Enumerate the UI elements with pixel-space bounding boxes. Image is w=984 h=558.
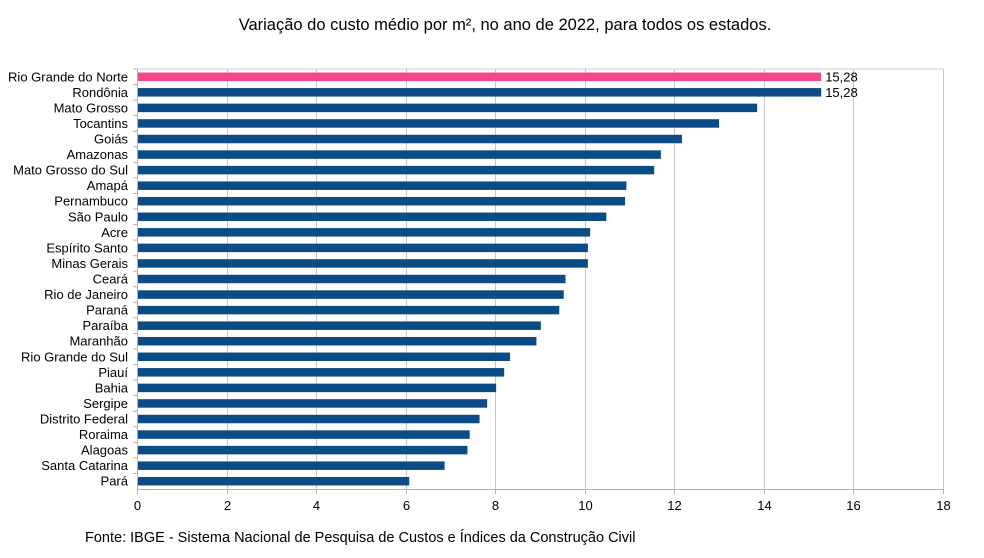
chart-source: Fonte: IBGE - Sistema Nacional de Pesqui… (85, 530, 636, 546)
x-tick-label: 18 (936, 498, 950, 513)
category-label: Sergipe (83, 396, 128, 411)
x-tick-label: 6 (403, 498, 410, 513)
bar (138, 228, 591, 237)
category-label: Paraná (86, 303, 129, 318)
bar (138, 259, 588, 268)
bar (138, 476, 410, 486)
bar (138, 336, 537, 346)
category-label: Rio de Janeiro (44, 287, 128, 302)
chart-title: Variação do custo médio por m², no ano d… (238, 16, 772, 34)
bars (138, 72, 822, 486)
category-label: Tocantins (73, 116, 128, 131)
category-label: Alagoas (81, 443, 128, 458)
category-label: Maranhão (69, 334, 128, 349)
bar (138, 290, 564, 299)
bar (138, 243, 588, 253)
category-label: São Paulo (68, 209, 128, 224)
category-label: Distrito Federal (40, 412, 128, 427)
category-label: Ceará (93, 272, 129, 287)
category-label: Espírito Santo (46, 240, 128, 255)
category-label: Goiás (94, 132, 128, 147)
category-label: Minas Gerais (51, 256, 128, 271)
bar (138, 321, 541, 330)
category-label: Amapá (87, 178, 129, 193)
bar (138, 461, 445, 470)
x-tick-label: 10 (578, 498, 592, 513)
x-tick-label: 16 (846, 498, 860, 513)
category-label: Roraima (79, 427, 129, 442)
category-label: Mato Grosso do Sul (13, 163, 128, 178)
bar (138, 274, 566, 284)
bar (138, 445, 468, 455)
category-label: Piauí (98, 365, 128, 380)
bar (138, 103, 758, 113)
bar (138, 181, 627, 190)
x-tick-label: 14 (757, 498, 771, 513)
bar (138, 414, 480, 424)
bar (138, 88, 822, 97)
bar (138, 212, 607, 222)
bar (138, 165, 655, 175)
bar (138, 399, 488, 408)
bar (138, 383, 497, 393)
data-label: 15,28 (825, 85, 858, 100)
bar (138, 352, 510, 362)
category-label: Rio Grande do Norte (8, 69, 128, 84)
category-label: Pará (101, 474, 129, 489)
category-label: Rondônia (72, 85, 128, 100)
category-label: Paraíba (82, 318, 128, 333)
axes (133, 68, 944, 494)
category-label: Santa Catarina (41, 458, 128, 473)
x-tick-label: 8 (492, 498, 499, 513)
bar (138, 196, 626, 206)
category-label: Acre (101, 225, 128, 240)
bar (138, 305, 560, 315)
category-label: Pernambuco (54, 194, 128, 209)
category-label: Rio Grande do Sul (21, 349, 128, 364)
x-tick-labels: 0 2 4 6 8 10 12 14 16 18 (134, 498, 951, 513)
data-label: 15,28 (825, 69, 858, 84)
category-label: Amazonas (67, 147, 129, 162)
x-tick-label: 4 (313, 498, 320, 513)
bar (138, 368, 505, 377)
x-tick-label: 12 (667, 498, 681, 513)
bar (138, 430, 470, 439)
bar (138, 119, 720, 128)
category-label: Mato Grosso (54, 100, 128, 115)
x-tick-label: 0 (134, 498, 141, 513)
bar (138, 134, 682, 144)
bar (138, 150, 661, 159)
category-label: Bahia (95, 380, 129, 395)
x-tick-label: 2 (224, 498, 231, 513)
bar (138, 72, 822, 82)
